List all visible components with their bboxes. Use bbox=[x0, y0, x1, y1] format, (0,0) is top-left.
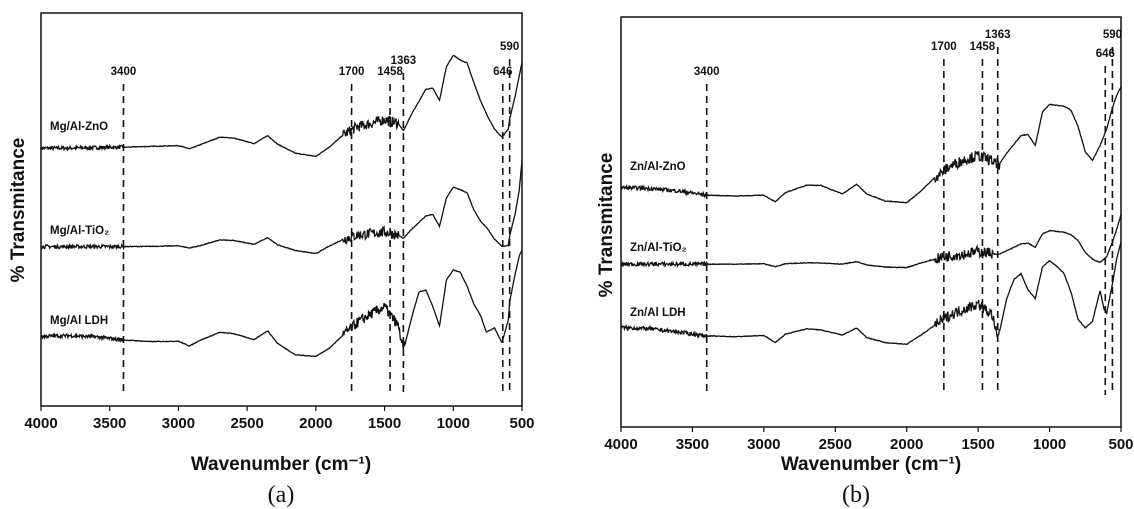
series-label: Zn/Al-ZnO bbox=[630, 161, 686, 173]
peak-label: 1700 bbox=[931, 41, 957, 53]
series-labels-a: Mg/Al-ZnO Mg/Al-TiO₂ Mg/Al LDH bbox=[50, 121, 109, 327]
series-line bbox=[620, 214, 1122, 269]
peak-label: 590 bbox=[1103, 29, 1122, 41]
peak-label: 1458 bbox=[970, 41, 996, 53]
series-label: Zn/Al-TiO₂ bbox=[630, 242, 687, 254]
y-axis-title-b: % Transmitance bbox=[596, 153, 617, 298]
x-tick-label: 3500 bbox=[676, 436, 709, 453]
series-line bbox=[620, 241, 1122, 346]
x-tick-label: 2000 bbox=[299, 415, 332, 432]
series-line bbox=[40, 54, 523, 158]
x-tick-label: 4000 bbox=[24, 415, 57, 432]
panel-label-a: (a) bbox=[268, 482, 295, 508]
peak-label: 590 bbox=[500, 41, 519, 53]
peak-label: 646 bbox=[1096, 48, 1115, 60]
peak-label: 1363 bbox=[391, 55, 417, 67]
series-label: Mg/Al-ZnO bbox=[50, 121, 108, 133]
x-ticks-a: 4000 3500 3000 2500 2000 1500 1000 500 bbox=[24, 406, 535, 432]
peak-label: 1458 bbox=[377, 66, 403, 78]
series-line bbox=[40, 160, 523, 255]
x-tick-label: 2500 bbox=[230, 415, 263, 432]
series-label: Mg/Al-TiO₂ bbox=[50, 225, 109, 237]
x-tick-label: 1000 bbox=[437, 415, 470, 432]
x-tick-label: 2000 bbox=[890, 436, 923, 453]
x-tick-label: 3000 bbox=[747, 436, 780, 453]
x-tick-label: 1500 bbox=[961, 436, 994, 453]
x-axis-title-a: Wavenumber (cm⁻¹) bbox=[191, 454, 371, 475]
panel-b: % Transmitance Wavenumber (cm⁻¹) (b) 400… bbox=[596, 16, 1134, 508]
x-axis-title-b: Wavenumber (cm⁻¹) bbox=[781, 454, 961, 475]
peak-label: 3400 bbox=[111, 66, 137, 78]
x-ticks-b: 4000 3500 3000 2500 2000 1500 1000 500 bbox=[604, 427, 1134, 453]
peak-label: 646 bbox=[493, 66, 512, 78]
peak-label: 1700 bbox=[339, 66, 365, 78]
spectra-b bbox=[620, 86, 1122, 346]
x-tick-label: 1500 bbox=[368, 415, 401, 432]
x-tick-label: 2500 bbox=[819, 436, 852, 453]
series-label: Mg/Al LDH bbox=[50, 315, 108, 327]
panel-label-b: (b) bbox=[842, 482, 870, 508]
panel-a: % Transmitance Wavenumber (cm⁻¹) (a) 400… bbox=[8, 12, 535, 508]
series-line bbox=[40, 249, 523, 358]
x-tick-label: 1000 bbox=[1033, 436, 1066, 453]
x-tick-label: 3000 bbox=[162, 415, 195, 432]
series-label: Zn/Al LDH bbox=[630, 307, 686, 319]
peak-label: 3400 bbox=[694, 66, 720, 78]
x-tick-label: 3500 bbox=[93, 415, 126, 432]
plot-frame-b bbox=[620, 16, 1122, 428]
peak-label: 1363 bbox=[985, 29, 1011, 41]
series-line bbox=[620, 86, 1122, 204]
x-tick-label: 500 bbox=[1108, 436, 1133, 453]
x-tick-label: 500 bbox=[509, 415, 534, 432]
plot-frame-a bbox=[40, 12, 523, 407]
series-labels-b: Zn/Al-ZnO Zn/Al-TiO₂ Zn/Al LDH bbox=[630, 161, 687, 319]
y-axis-title-a: % Transmitance bbox=[8, 138, 29, 283]
spectra-a bbox=[40, 54, 523, 358]
x-tick-label: 4000 bbox=[604, 436, 637, 453]
